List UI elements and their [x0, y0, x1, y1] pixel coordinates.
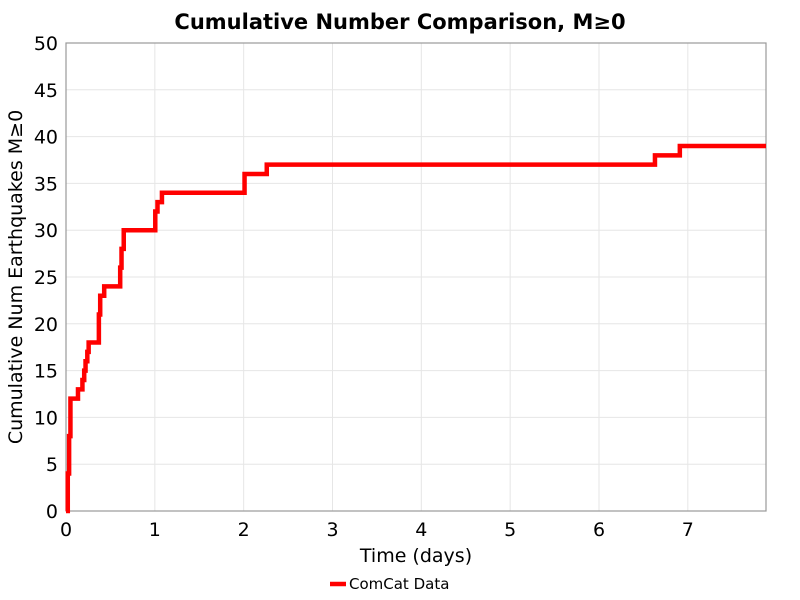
- x-tick-label: 0: [60, 519, 72, 541]
- y-tick-label: 15: [34, 361, 58, 383]
- x-tick-label: 1: [149, 519, 161, 541]
- x-tick-label: 7: [682, 519, 694, 541]
- y-tick-label: 30: [34, 220, 58, 242]
- x-tick-label: 5: [504, 519, 516, 541]
- x-tick-label: 2: [238, 519, 250, 541]
- x-tick-label: 3: [326, 519, 338, 541]
- y-tick-label: 40: [34, 127, 58, 149]
- y-tick-label: 35: [34, 173, 58, 195]
- series-line-comcat-data: [65, 143, 766, 514]
- x-axis-label: Time (days): [359, 545, 472, 567]
- x-tick-label: 6: [593, 519, 605, 541]
- series-layer: [65, 143, 766, 514]
- legend-label: ComCat Data: [349, 575, 449, 593]
- chart-title: Cumulative Number Comparison, M≥0: [174, 10, 625, 34]
- y-tick-label: 5: [46, 454, 58, 476]
- y-tick-label: 0: [46, 501, 58, 523]
- legend: ComCat Data: [330, 575, 449, 593]
- y-tick-label: 50: [34, 33, 58, 55]
- y-tick-label: 45: [34, 80, 58, 102]
- plot-border: [65, 42, 767, 512]
- y-tick-label: 25: [34, 267, 58, 289]
- x-tick-label: 4: [415, 519, 427, 541]
- y-tick-label: 20: [34, 314, 58, 336]
- y-axis-label: Cumulative Num Earthquakes M≥0: [5, 110, 27, 444]
- grid-layer: [66, 42, 766, 511]
- y-tick-label: 10: [34, 407, 58, 429]
